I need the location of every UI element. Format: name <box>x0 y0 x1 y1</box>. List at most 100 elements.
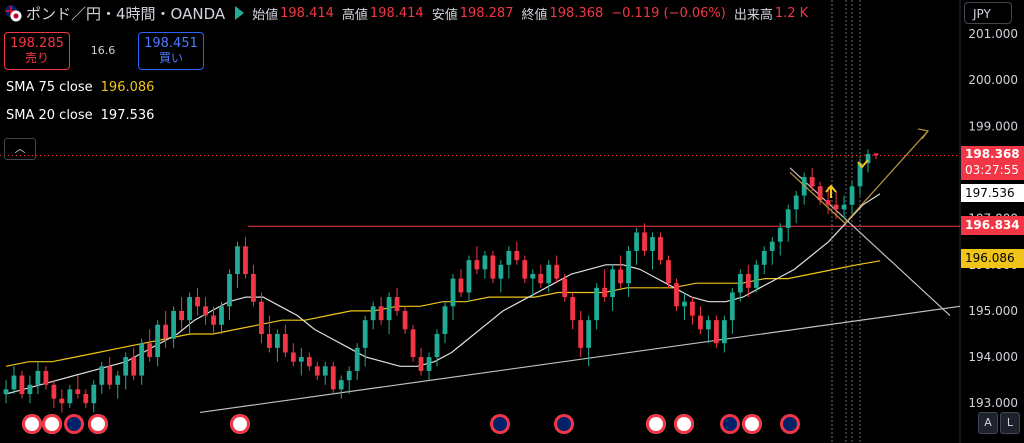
event-marker-jp-icon[interactable] <box>22 414 42 434</box>
event-marker-uk-icon[interactable] <box>780 414 800 434</box>
candle-body <box>466 260 472 293</box>
candle-body <box>809 177 815 187</box>
candle-body <box>562 278 568 298</box>
candle-body <box>410 329 416 358</box>
collapse-legend-button[interactable]: ︿ <box>4 138 36 160</box>
event-marker-jp-icon[interactable] <box>88 414 108 434</box>
buy-button[interactable]: 198.451 買い <box>138 32 204 70</box>
sma75-legend[interactable]: SMA 75 close 196.086 <box>6 80 154 95</box>
candle-body <box>761 250 767 265</box>
candle-body <box>195 297 200 307</box>
y-tick-label: 195.000 <box>968 304 1018 318</box>
candle-body <box>362 320 368 348</box>
y-tick-label: 194.000 <box>968 350 1018 364</box>
event-marker-jp-icon[interactable] <box>230 414 250 434</box>
spread-value: 16.6 <box>90 44 116 57</box>
trendline-resistance <box>789 167 951 316</box>
event-marker-jp-icon[interactable] <box>646 414 666 434</box>
candle-body <box>227 274 232 307</box>
candle-body <box>354 347 360 371</box>
candle-body <box>793 195 799 210</box>
symbol-title[interactable]: ポンド／円・4時間・OANDA <box>26 4 226 23</box>
candle-body <box>282 334 288 353</box>
y-tick-label: 199.000 <box>968 119 1018 133</box>
candle-body <box>745 274 751 288</box>
candle-body <box>458 278 464 293</box>
candle-body <box>482 255 488 270</box>
event-marker-uk-icon[interactable] <box>64 414 84 434</box>
candle-body <box>530 274 536 279</box>
event-marker-uk-icon[interactable] <box>720 414 740 434</box>
low-label: 安値 <box>431 7 458 23</box>
candle-body <box>171 310 177 339</box>
candle-body <box>785 209 791 228</box>
candle-body <box>713 320 719 344</box>
candle-body <box>59 398 65 404</box>
candle-body <box>179 310 184 321</box>
event-marker-jp-icon[interactable] <box>42 414 62 434</box>
candle-body <box>769 241 775 251</box>
candle-body <box>147 343 153 358</box>
candle-body <box>155 324 161 358</box>
candle-body <box>682 301 687 307</box>
candle-body <box>67 389 73 404</box>
candle-body <box>27 384 33 394</box>
close-value: 198.368 <box>549 5 604 21</box>
sma20-line <box>5 193 881 395</box>
candle-body <box>123 357 129 376</box>
sma75-price-label: 196.086 <box>961 249 1024 268</box>
candle-body <box>35 370 41 385</box>
open-label: 始値 <box>252 7 279 23</box>
candle-body <box>290 352 296 362</box>
y-tick-label: 200.000 <box>968 73 1018 87</box>
event-marker-uk-icon[interactable] <box>490 414 510 434</box>
bar-countdown: 03:27:55 <box>965 163 1019 177</box>
candle-body <box>386 297 392 321</box>
candle-body <box>442 306 448 334</box>
hline-price-label: 196.834 <box>961 216 1024 235</box>
check-marker-icon <box>857 159 869 169</box>
candle-body <box>346 370 352 381</box>
candle-body <box>51 384 57 399</box>
currency-pair-icon <box>5 5 22 22</box>
candle-body <box>594 287 600 321</box>
event-marker-uk-icon[interactable] <box>554 414 574 434</box>
log-scale-button[interactable]: L <box>1000 412 1020 434</box>
candle-body <box>259 301 264 334</box>
candle-body <box>506 250 512 265</box>
candle-body <box>330 366 336 390</box>
sma20-legend[interactable]: SMA 20 close 197.536 <box>6 108 154 123</box>
sma75-line <box>5 260 881 367</box>
candle-body <box>211 315 216 325</box>
candle-body <box>306 357 312 367</box>
candle-body <box>243 246 248 274</box>
sell-button[interactable]: 198.285 売り <box>4 32 70 70</box>
symbol-legend: ポンド／円・4時間・OANDA 始値 198.414 高値 198.414 安値 19… <box>0 0 960 26</box>
candle-body <box>674 283 679 307</box>
currency-selector[interactable]: JPY <box>964 2 1012 24</box>
candle-body <box>690 301 695 316</box>
change-value: −0.119 (−0.06%) <box>611 5 726 21</box>
sma20-price-label: 197.536 <box>961 184 1024 202</box>
last-price-value: 198.368 <box>965 147 1020 161</box>
candle-body <box>498 264 504 279</box>
y-tick-label: 201.000 <box>968 27 1018 41</box>
candle-body <box>115 375 121 385</box>
candle-body <box>634 232 639 251</box>
candle-body <box>378 306 384 321</box>
buy-label: 買い <box>158 51 183 65</box>
candle-body <box>370 306 376 321</box>
event-marker-jp-icon[interactable] <box>674 414 694 434</box>
candle-body <box>698 315 703 330</box>
candle-body <box>139 343 145 376</box>
candle-body <box>219 306 224 325</box>
candle-body <box>235 246 240 274</box>
event-marker-jp-icon[interactable] <box>742 414 762 434</box>
candle-body <box>626 250 631 284</box>
candle-body <box>251 274 256 302</box>
candle-body <box>721 320 727 344</box>
candle-body <box>394 297 400 311</box>
candle-body <box>777 227 783 242</box>
auto-scale-button[interactable]: A <box>978 412 998 434</box>
